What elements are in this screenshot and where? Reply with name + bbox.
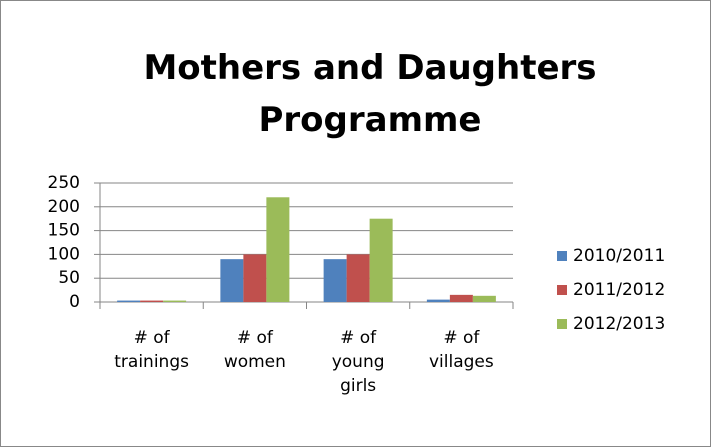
bar <box>140 300 164 302</box>
bar <box>117 300 141 302</box>
x-tick-label: # of villages <box>428 328 494 372</box>
x-tick-label: # of women <box>223 328 286 372</box>
y-tick-label: 100 <box>48 244 80 264</box>
bar <box>472 295 496 302</box>
y-tick-label: 150 <box>48 221 80 241</box>
x-tick-label: # of trainings <box>114 328 189 372</box>
x-tick-label: # of young girls <box>331 328 385 396</box>
legend-label: 2011/2012 <box>573 280 665 300</box>
bar <box>323 259 347 302</box>
y-tick-label: 50 <box>58 268 80 288</box>
legend-label: 2012/2013 <box>573 314 665 334</box>
y-tick-label: 200 <box>48 197 80 217</box>
legend-swatch <box>557 285 567 295</box>
bar <box>220 259 244 302</box>
y-tick-label: 250 <box>48 173 80 193</box>
legend-swatch <box>557 319 567 329</box>
bar <box>346 254 370 302</box>
legend-swatch <box>557 251 567 261</box>
bar <box>243 254 267 302</box>
bar <box>449 294 473 302</box>
bar <box>369 218 393 302</box>
chart-title: Mothers and Daughters Programme <box>143 48 597 140</box>
bar <box>163 300 187 302</box>
y-tick-label: 0 <box>69 292 80 312</box>
legend-label: 2010/2011 <box>573 246 665 266</box>
bar <box>266 197 290 302</box>
bar <box>426 299 450 302</box>
